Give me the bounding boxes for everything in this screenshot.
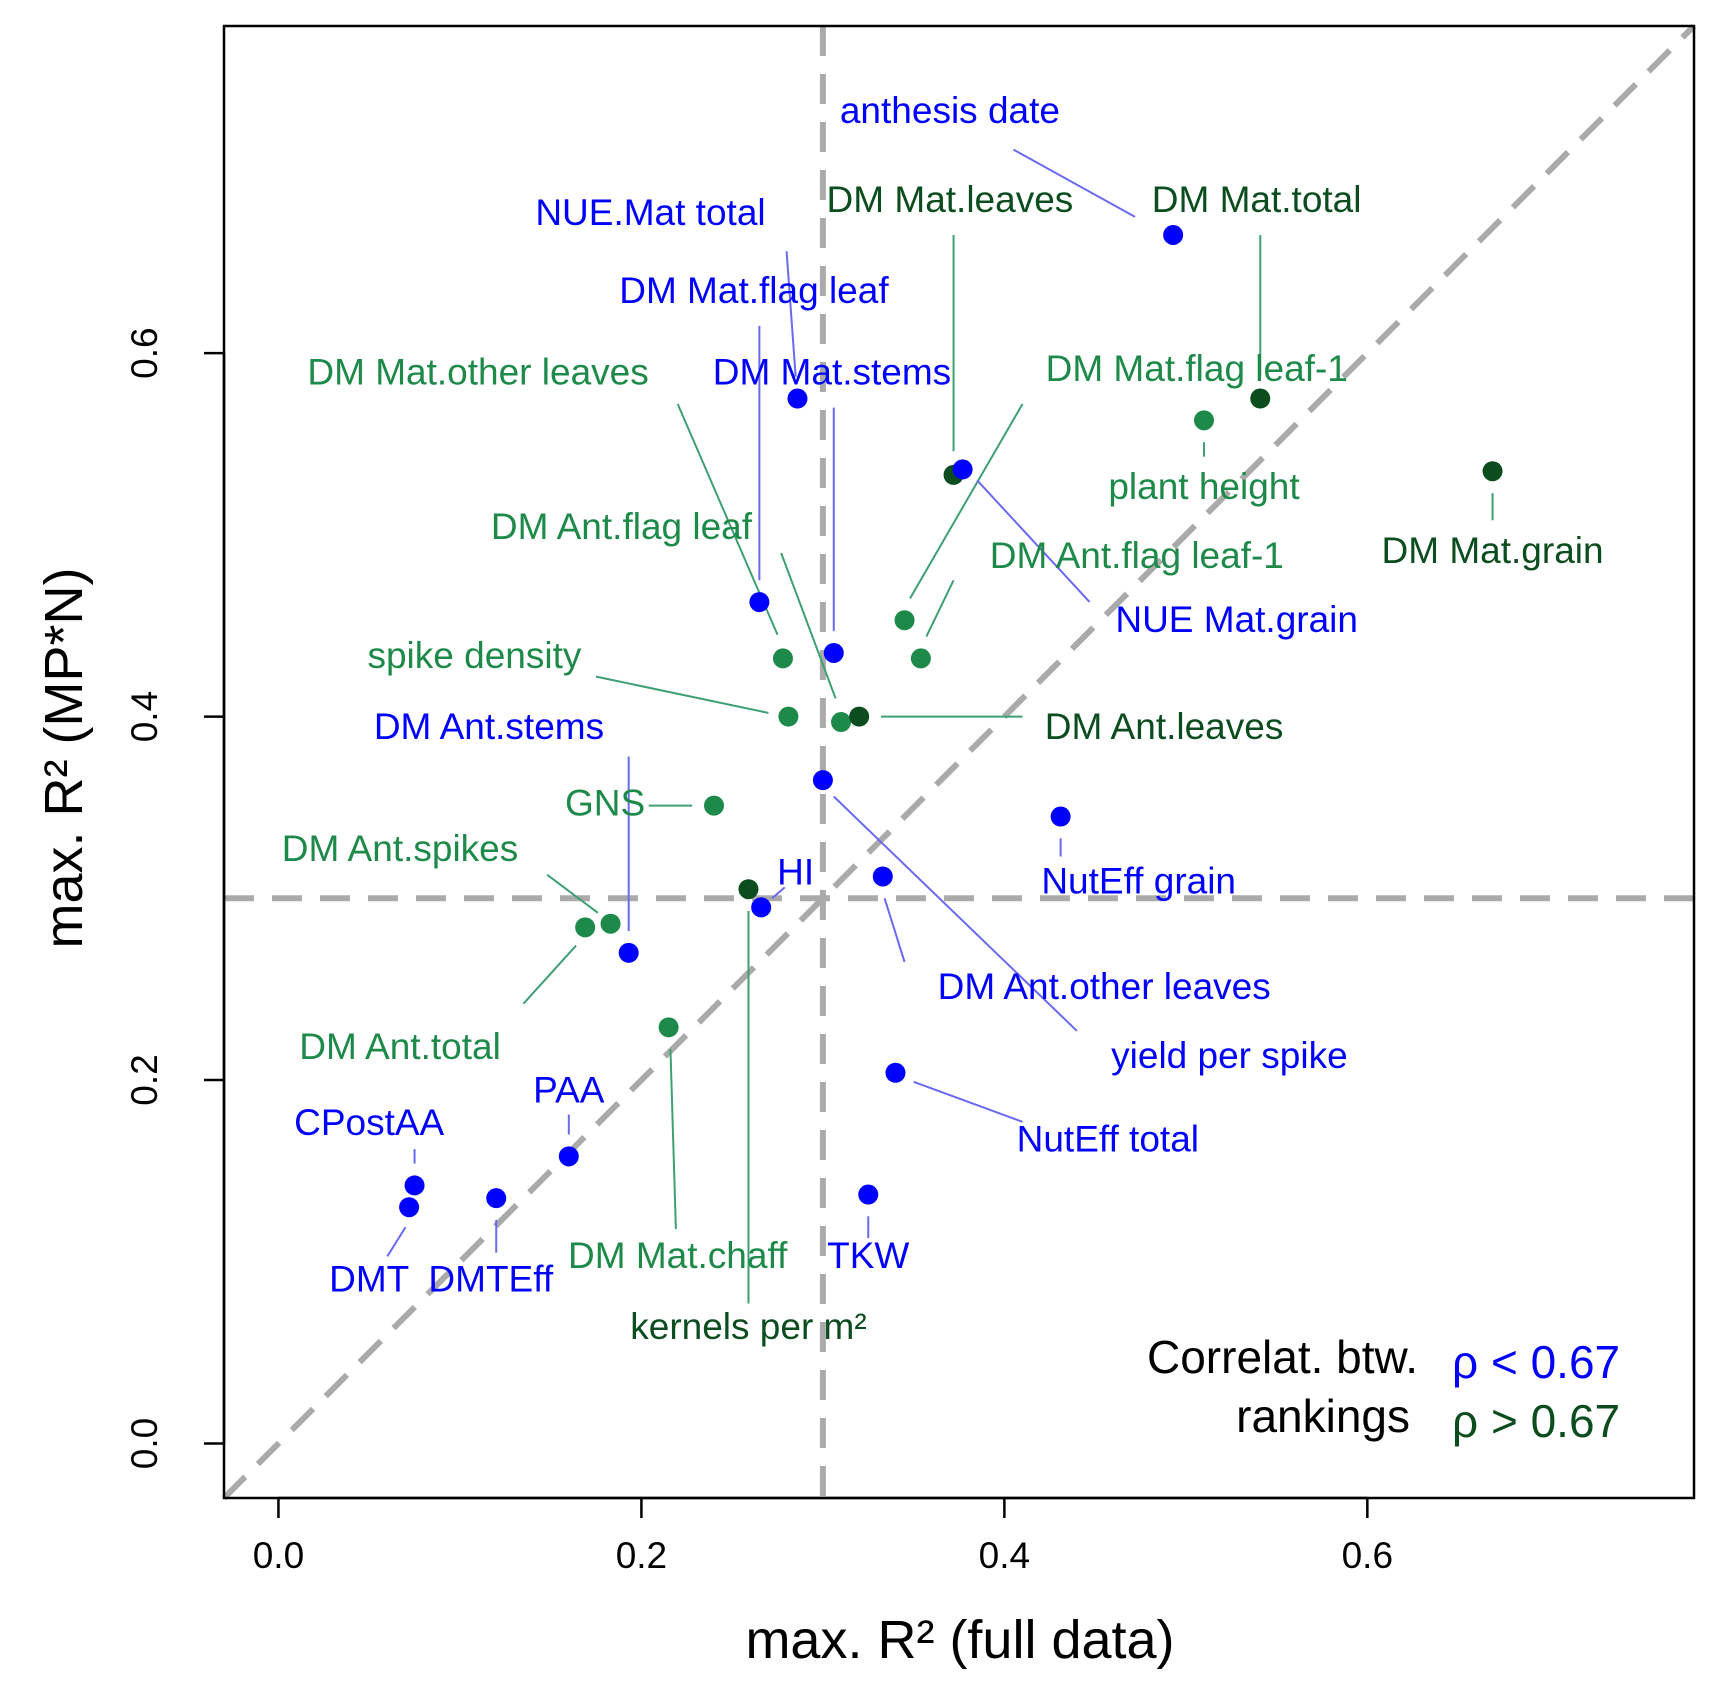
point-nue-mat-grain [952, 459, 973, 480]
leader-dm-ant-flag-leaf [780, 552, 837, 699]
label-spike-density: spike density [367, 635, 581, 676]
x-tick-label: 0.6 [1342, 1535, 1393, 1576]
y-tick-label: 0.6 [124, 327, 165, 378]
leader-dm-ant-flag-leaf-1 [925, 579, 955, 638]
point-cpostaa [404, 1175, 425, 1196]
label-nuteff-grain: NutEff grain [1041, 861, 1236, 902]
leader-anthesis-date [1012, 148, 1136, 218]
point-dmteff [486, 1188, 507, 1209]
label-dm-mat-stems: DM Mat.stems [713, 352, 951, 393]
x-axis-title: max. R² (full data) [745, 1610, 1174, 1670]
point-dm-mat-flag-leaf [749, 592, 770, 613]
point-kernels-per-m [738, 879, 759, 900]
label-dm-ant-leaves: DM Ant.leaves [1045, 706, 1284, 747]
point-nuteff-grain [1050, 806, 1071, 827]
point-dm-mat-stems [823, 642, 844, 663]
point-dm-ant-spikes [600, 913, 621, 934]
label-dm-ant-spikes: DM Ant.spikes [282, 828, 518, 869]
data-points [399, 224, 1503, 1218]
point-dm-ant-other-leaves [872, 866, 893, 887]
leader-dm-ant-spikes [546, 873, 599, 914]
point-labels: anthesis date DM Mat.total DM Mat.leaves NU… [282, 90, 1604, 1347]
y-axis-title: max. R² (MP*N) [34, 568, 94, 949]
leader-dm-mat-chaff [669, 1049, 677, 1230]
x-tick-label: 0.2 [616, 1535, 667, 1576]
point-dm-mat-other-leaves [772, 648, 793, 669]
point-dm-ant-total [575, 917, 596, 938]
label-nuteff-total: NutEff total [1017, 1119, 1199, 1160]
label-dm-mat-total: DM Mat.total [1152, 179, 1362, 220]
point-dm-mat-chaff [658, 1017, 679, 1038]
leader-nue-mat-total [785, 251, 797, 377]
leader-hi [771, 886, 786, 900]
label-dm-ant-total: DM Ant.total [299, 1026, 501, 1067]
point-gns [704, 795, 724, 816]
leader-dm-ant-total [522, 944, 577, 1005]
label-dm-mat-leaves: DM Mat.leaves [827, 179, 1074, 220]
axes: 0.0 0.0 0.2 0.2 0.4 0.4 0.6 0.6 [124, 327, 1393, 1576]
legend-low-correlation: ρ < 0.67 [1452, 1336, 1620, 1388]
point-dm-ant-flag-leaf [831, 712, 852, 733]
label-dm-mat-flag-leaf-1: DM Mat.flag leaf-1 [1046, 348, 1348, 389]
label-kernels-per-m: kernels per m² [630, 1306, 866, 1347]
point-paa [558, 1146, 579, 1167]
point-yield-per-spike [812, 770, 833, 791]
reference-lines [221, 23, 1697, 1501]
label-dm-ant-other-leaves: DM Ant.other leaves [938, 966, 1271, 1007]
label-dmteff: DMTEff [428, 1259, 553, 1300]
label-gns: GNS [565, 782, 645, 823]
x-tick-label: 0.4 [979, 1535, 1030, 1576]
point-spike-density [778, 706, 799, 727]
label-cpostaa: CPostAA [294, 1102, 444, 1143]
point-dm-mat-flag-leaf-1 [894, 610, 915, 631]
point-nuteff-total [885, 1062, 906, 1083]
point-hi [751, 897, 772, 918]
point-dm-mat-total [1250, 388, 1271, 409]
label-dm-mat-chaff: DM Mat.chaff [568, 1235, 788, 1276]
leader-dmt [386, 1226, 407, 1257]
label-dm-mat-other-leaves: DM Mat.other leaves [307, 352, 648, 393]
point-nue-mat-total [787, 388, 808, 409]
label-yield-per-spike: yield per spike [1111, 1035, 1348, 1076]
label-hi: HI [777, 851, 814, 892]
label-dm-ant-flag-leaf-1: DM Ant.flag leaf-1 [990, 535, 1284, 576]
leader-spike-density [595, 675, 769, 714]
y-tick-label: 0.2 [124, 1054, 165, 1105]
leader-nue-mat-grain [976, 479, 1091, 603]
point-dm-ant-leaves [849, 706, 870, 727]
label-tkw: TKW [827, 1235, 909, 1276]
label-dm-mat-flag-leaf: DM Mat.flag leaf [619, 270, 889, 311]
point-anthesis-date [1163, 224, 1184, 245]
label-plant-height: plant height [1108, 466, 1300, 507]
leader-dm-mat-flag-leaf-1 [909, 403, 1024, 599]
label-dm-mat-grain: DM Mat.grain [1382, 530, 1604, 571]
point-dm-ant-flag-leaf-1 [910, 648, 931, 669]
point-dm-ant-stems [618, 942, 639, 963]
label-dm-ant-flag-leaf: DM Ant.flag leaf [491, 506, 753, 547]
leader-yield-per-spike [833, 795, 1078, 1032]
label-anthesis-date: anthesis date [840, 90, 1060, 131]
leader-nuteff-total [913, 1080, 1023, 1123]
label-nue-mat-grain: NUE Mat.grain [1115, 599, 1358, 640]
legend-title-line1: Correlat. btw. [1147, 1331, 1418, 1383]
label-dmt: DMT [329, 1259, 409, 1300]
label-paa: PAA [533, 1070, 605, 1111]
label-nue-mat-total: NUE.Mat total [535, 192, 765, 233]
y-tick-label: 0.4 [124, 691, 165, 742]
leader-lines [386, 148, 1494, 1304]
point-plant-height [1194, 410, 1214, 431]
x-tick-label: 0.0 [253, 1535, 304, 1576]
leader-dm-ant-other-leaves [883, 897, 906, 963]
point-dmt [399, 1197, 420, 1218]
point-tkw [858, 1184, 879, 1205]
legend: Correlat. btw. rankings ρ < 0.67 ρ > 0.6… [1147, 1331, 1620, 1447]
identity-diagonal-line [221, 23, 1697, 1501]
label-dm-ant-stems: DM Ant.stems [374, 706, 604, 747]
point-dm-mat-grain [1482, 461, 1503, 482]
legend-title-line2: rankings [1236, 1390, 1410, 1442]
legend-high-correlation: ρ > 0.67 [1452, 1395, 1620, 1447]
y-tick-label: 0.0 [124, 1418, 165, 1469]
